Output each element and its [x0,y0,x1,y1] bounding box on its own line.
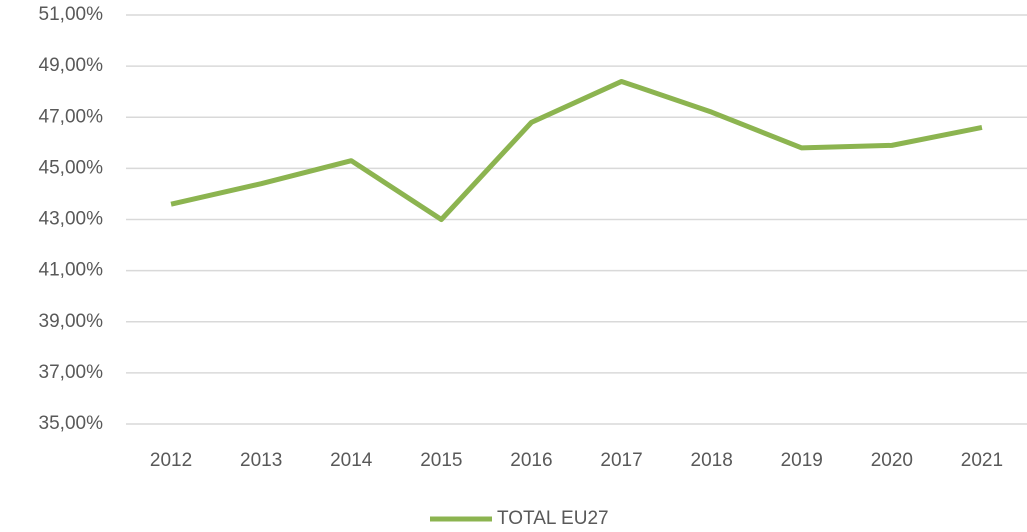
x-tick-label: 2016 [510,450,552,471]
y-tick-label: 51,00% [39,4,104,25]
y-tick-label: 35,00% [39,413,104,434]
y-tick-label: 41,00% [39,260,104,281]
x-tick-label: 2014 [330,450,373,471]
x-tick-label: 2013 [240,450,282,471]
x-tick-label: 2020 [871,450,913,471]
y-tick-label: 49,00% [39,55,104,76]
series-line [170,78,983,222]
y-tick-label: 43,00% [39,209,104,230]
x-tick-label: 2015 [420,450,462,471]
x-tick-label: 2012 [150,450,192,471]
x-tick-label: 2017 [600,450,642,471]
y-tick-label: 39,00% [39,311,104,332]
x-tick-label: 2018 [691,450,733,471]
y-tick-label: 45,00% [39,157,104,178]
x-tick-label: 2019 [781,450,823,471]
x-tick-label: 2021 [961,450,1003,471]
y-tick-label: 47,00% [39,106,104,127]
y-tick-label: 37,00% [39,362,104,383]
legend-label: TOTAL EU27 [497,508,609,529]
